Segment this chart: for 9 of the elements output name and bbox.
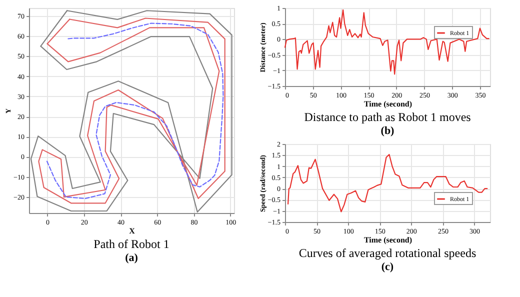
text: (b)	[380, 125, 395, 137]
text: Distance to path as Robot 1 moves	[304, 110, 472, 124]
x-axis-title: Time (second)	[364, 100, 412, 108]
x-axis-title: X	[129, 226, 136, 236]
text: Curves of averaged rotational speeds	[298, 246, 476, 260]
text: Path of Robot 1	[94, 237, 170, 251]
x-axis-title: Time (second)	[364, 236, 412, 244]
text: (c)	[381, 261, 394, 273]
text: (a)	[125, 252, 138, 264]
